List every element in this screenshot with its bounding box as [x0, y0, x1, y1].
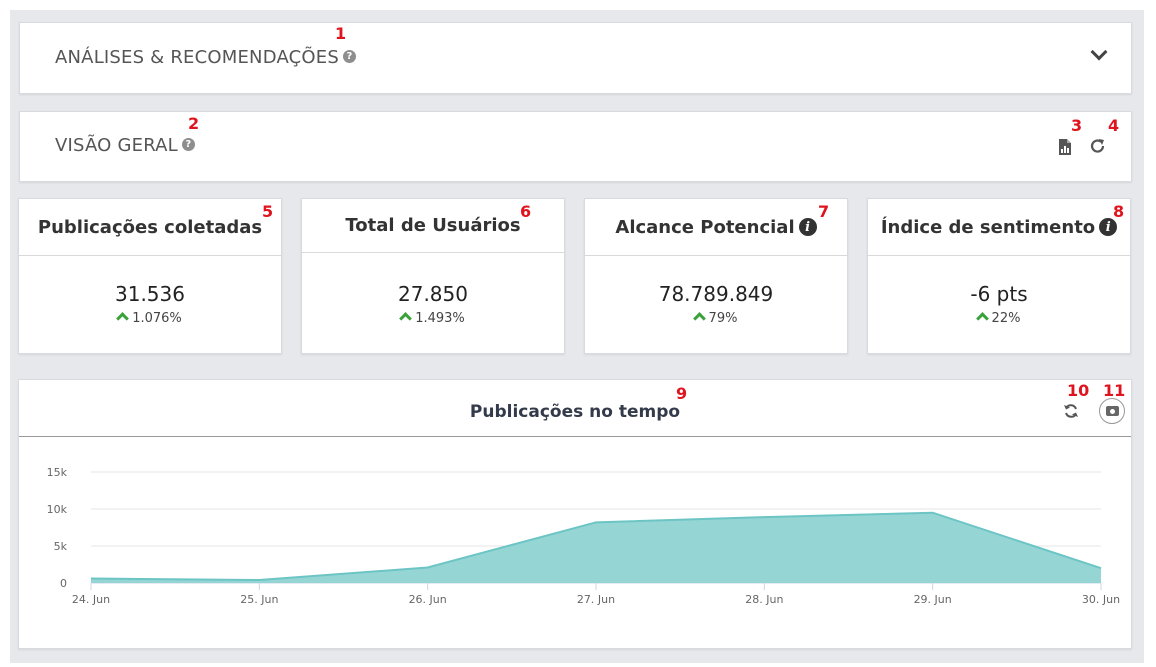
kpi-delta: 22%	[868, 311, 1130, 326]
x-tick-label: 27. Jun	[577, 593, 615, 606]
x-tick-label: 25. Jun	[240, 593, 278, 606]
chart-refresh-icon[interactable]	[1063, 403, 1079, 419]
kpi-title-text: Índice de sentimento	[880, 216, 1096, 238]
analises-panel[interactable]: ANÁLISES & RECOMENDAÇÕES?	[19, 22, 1132, 94]
annotation-1: 1	[335, 24, 347, 43]
analises-help-icon[interactable]: ?	[343, 49, 356, 63]
kpi-delta-text: 79%	[708, 311, 738, 326]
annotation-4: 4	[1108, 116, 1120, 135]
annotation-2: 2	[188, 114, 200, 133]
camera-button[interactable]	[1099, 398, 1125, 424]
kpi-delta-text: 22%	[991, 311, 1021, 326]
annotation-5: 5	[262, 202, 274, 221]
x-tick-label: 29. Jun	[914, 593, 952, 606]
kpi-title: Publicações coletadas	[19, 199, 281, 256]
kpi-title: Índice de sentimento i	[868, 199, 1130, 256]
annotation-11: 11	[1103, 381, 1126, 400]
kpi-value: -6 pts	[970, 282, 1028, 306]
kpi-card-alcance: Alcance Potencial i 78.789.849 79%	[584, 198, 848, 354]
kpi-card-publicacoes: Publicações coletadas 31.536 1.076%	[18, 198, 282, 354]
visao-geral-title-text: VISÃO GERAL	[55, 135, 178, 156]
arrow-up-icon	[116, 312, 130, 325]
visao-geral-panel: VISÃO GERAL?	[19, 111, 1132, 182]
series-area	[91, 512, 1101, 583]
report-icon[interactable]	[1058, 139, 1072, 155]
kpi-card-sentimento: Índice de sentimento i -6 pts 22%	[867, 198, 1131, 354]
x-tick-label: 24. Jun	[72, 593, 110, 606]
arrow-up-icon	[399, 312, 413, 325]
kpi-title: Alcance Potencial i	[585, 199, 847, 256]
kpi-title-text: Total de Usuários	[345, 215, 521, 236]
kpi-title: Total de Usuários	[302, 199, 564, 253]
kpi-title-text: Alcance Potencial	[615, 216, 795, 238]
x-tick-label: 28. Jun	[745, 593, 783, 606]
kpi-value: 27.850	[398, 282, 468, 306]
annotation-8: 8	[1113, 202, 1125, 221]
y-tick-label: 15k	[47, 466, 68, 479]
chevron-down-icon[interactable]	[1090, 43, 1108, 61]
camera-icon	[1105, 406, 1119, 416]
area-chart: 0 5k 10k 15k 24. Jun 25. Jun 26. Jun 27. Jun 28.…	[47, 466, 1120, 606]
y-tick-label: 10k	[47, 503, 68, 516]
x-tick-label: 26. Jun	[409, 593, 447, 606]
dashboard-frame: ANÁLISES & RECOMENDAÇÕES? 1 VISÃO GERAL?…	[10, 10, 1144, 663]
y-tick-label: 0	[60, 577, 67, 590]
info-icon[interactable]: i	[1099, 218, 1118, 236]
x-tick-label: 30. Jun	[1082, 593, 1120, 606]
chart-panel: Publicações no tempo 0 5k 10k 15k 24. Jun 25.…	[18, 379, 1132, 649]
visao-help-icon[interactable]: ?	[181, 137, 195, 151]
annotation-9: 9	[676, 384, 688, 403]
kpi-value: 78.789.849	[658, 282, 774, 306]
annotation-6: 6	[520, 202, 532, 221]
kpi-delta: 79%	[585, 311, 847, 326]
kpi-delta-text: 1.076%	[132, 311, 182, 326]
annotation-10: 10	[1067, 381, 1090, 400]
info-icon[interactable]: i	[798, 218, 817, 236]
analises-title: ANÁLISES & RECOMENDAÇÕES?	[55, 47, 356, 68]
arrow-up-icon	[975, 312, 989, 325]
kpi-title-text: Publicações coletadas	[37, 216, 263, 238]
analises-title-text: ANÁLISES & RECOMENDAÇÕES	[55, 47, 339, 68]
visao-geral-title: VISÃO GERAL?	[55, 135, 195, 156]
chart-divider	[19, 436, 1131, 437]
series-line	[90, 511, 1102, 582]
refresh-icon[interactable]	[1089, 137, 1107, 155]
y-tick-label: 5k	[54, 540, 68, 553]
kpi-value: 31.536	[115, 282, 185, 306]
annotation-7: 7	[818, 202, 830, 221]
annotation-3: 3	[1071, 116, 1083, 135]
kpi-card-usuarios: Total de Usuários 27.850 1.493%	[301, 198, 565, 354]
kpi-delta-text: 1.493%	[415, 311, 465, 326]
arrow-up-icon	[692, 312, 706, 325]
kpi-delta: 1.493%	[302, 311, 564, 326]
chart-title: Publicações no tempo	[469, 402, 681, 422]
kpi-delta: 1.076%	[19, 311, 281, 326]
